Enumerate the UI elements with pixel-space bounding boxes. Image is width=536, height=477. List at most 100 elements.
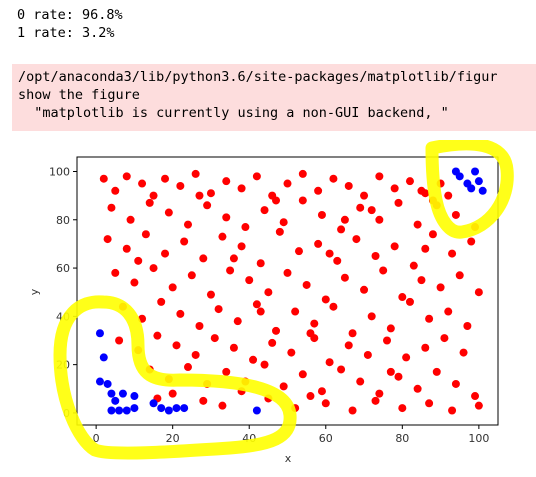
point-class-0-109 [249, 355, 258, 364]
point-class-0-55 [333, 256, 342, 265]
point-class-0-85 [157, 297, 166, 306]
data-points [95, 167, 487, 415]
x-tick-label-80: 80 [395, 432, 409, 445]
point-class-0-64 [130, 278, 139, 287]
point-class-0-147 [425, 399, 434, 408]
point-class-1-16 [180, 404, 189, 413]
point-class-0-28 [203, 201, 212, 210]
highlight-top-right [425, 140, 514, 239]
point-class-1-11 [130, 404, 139, 413]
point-class-0-99 [425, 314, 434, 323]
point-class-0-34 [317, 210, 326, 219]
point-class-0-0 [99, 174, 108, 183]
point-class-0-74 [321, 295, 330, 304]
point-class-0-9 [222, 177, 231, 186]
point-class-0-18 [360, 191, 369, 200]
point-class-0-35 [337, 225, 346, 234]
point-class-1-13 [157, 404, 166, 413]
point-class-0-125 [222, 367, 231, 376]
point-class-1-3 [103, 379, 112, 388]
point-class-0-46 [161, 249, 170, 258]
point-class-0-130 [317, 387, 326, 396]
point-class-0-37 [375, 215, 384, 224]
point-class-0-136 [432, 367, 441, 376]
point-class-0-41 [451, 210, 460, 219]
point-class-0-27 [183, 220, 192, 229]
point-class-0-145 [371, 396, 380, 405]
point-class-1-1 [99, 353, 108, 362]
point-class-0-157 [444, 191, 453, 200]
point-class-0-114 [344, 341, 353, 350]
point-class-0-17 [344, 181, 353, 190]
warning-show-figure: show the figure [18, 87, 140, 103]
point-class-0-6 [176, 181, 185, 190]
point-class-0-29 [222, 213, 231, 222]
point-class-0-21 [405, 177, 414, 186]
point-class-0-90 [252, 300, 261, 309]
point-class-0-165 [310, 334, 319, 343]
point-class-0-81 [455, 271, 464, 280]
x-axis-label: x [285, 452, 292, 465]
point-class-0-39 [413, 220, 422, 229]
point-class-0-10 [237, 184, 246, 193]
x-tick-label-20: 20 [166, 432, 180, 445]
point-class-0-129 [298, 370, 307, 379]
point-class-0-95 [348, 329, 357, 338]
point-class-0-52 [275, 227, 284, 236]
point-class-1-8 [122, 406, 131, 415]
point-class-0-30 [241, 223, 250, 232]
point-class-0-14 [298, 169, 307, 178]
point-class-0-97 [386, 324, 395, 333]
point-class-0-3 [138, 179, 147, 188]
point-class-0-166 [386, 367, 395, 376]
point-class-0-71 [264, 288, 273, 297]
point-class-1-20 [471, 167, 480, 176]
point-class-0-127 [260, 360, 269, 369]
point-class-0-75 [340, 273, 349, 282]
point-class-0-158 [134, 256, 143, 265]
point-class-0-110 [268, 338, 277, 347]
point-class-0-72 [283, 268, 292, 277]
point-class-0-148 [448, 406, 457, 415]
point-class-0-79 [417, 276, 426, 285]
point-class-1-9 [130, 392, 139, 401]
point-class-0-150 [168, 389, 177, 398]
x-tick-label-60: 60 [319, 432, 333, 445]
point-class-0-58 [390, 242, 399, 251]
point-class-0-153 [306, 392, 315, 401]
point-class-0-115 [363, 350, 372, 359]
y-tick-label-100: 100 [49, 165, 70, 178]
point-class-1-0 [95, 329, 104, 338]
point-class-0-167 [256, 307, 265, 316]
point-class-0-25 [145, 198, 154, 207]
warning-path: /opt/anaconda3/lib/python3.6/site-packag… [18, 69, 498, 85]
point-class-1-12 [149, 399, 158, 408]
y-tick-label-60: 60 [56, 262, 70, 275]
point-class-0-51 [256, 259, 265, 268]
point-class-0-144 [348, 406, 357, 415]
point-class-0-133 [375, 389, 384, 398]
point-class-0-107 [210, 334, 219, 343]
point-class-0-32 [279, 218, 288, 227]
point-class-0-140 [218, 401, 227, 410]
point-class-0-33 [298, 196, 307, 205]
point-class-1-6 [107, 406, 116, 415]
point-class-1-15 [172, 404, 181, 413]
point-class-0-4 [149, 191, 158, 200]
point-class-0-54 [314, 239, 323, 248]
point-class-0-53 [294, 247, 303, 256]
point-class-0-149 [474, 401, 483, 410]
point-class-0-128 [279, 382, 288, 391]
point-class-0-45 [141, 230, 150, 239]
x-tick-label-0: 0 [93, 432, 100, 445]
point-class-1-5 [111, 396, 120, 405]
point-class-0-76 [360, 285, 369, 294]
point-class-0-47 [180, 237, 189, 246]
point-class-0-123 [183, 363, 192, 372]
point-class-0-48 [199, 254, 208, 263]
point-class-0-13 [283, 179, 292, 188]
point-class-0-105 [172, 341, 181, 350]
point-class-0-163 [367, 206, 376, 215]
point-class-0-49 [218, 232, 227, 241]
